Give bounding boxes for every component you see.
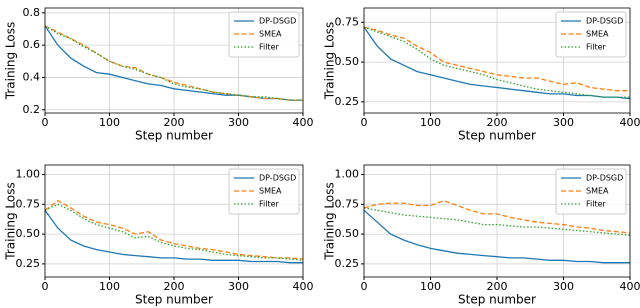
x-tick-label: 400 [293, 280, 314, 293]
legend-label: DP-DSGD [259, 17, 296, 26]
x-tick-label: 400 [620, 280, 640, 293]
x-tick-label: 0 [42, 116, 49, 129]
plot-frame [44, 7, 304, 114]
series-line [44, 25, 303, 101]
x-axis-label: Step number [135, 293, 213, 307]
x-tick-label: 300 [553, 280, 574, 293]
series-line [363, 209, 630, 264]
x-tick-label: 400 [293, 116, 314, 129]
y-axis-label: Training Loss [4, 22, 18, 100]
legend-label: SMEA [259, 30, 282, 39]
x-tick-label: 300 [553, 116, 574, 129]
legend-box [228, 11, 300, 58]
x-tick-label: 200 [164, 280, 185, 293]
legend-box [555, 11, 627, 58]
legend-box [228, 168, 300, 215]
y-tick-label: 0.25 [16, 257, 41, 270]
y-axis-label: Training Loss [323, 22, 337, 100]
legend-label: DP-DSGD [586, 174, 623, 183]
y-axis-label: Training Loss [4, 182, 18, 260]
legend-label: DP-DSGD [259, 174, 296, 183]
y-tick-label: 0.50 [16, 227, 41, 240]
legend-label: Filter [259, 43, 280, 52]
y-tick-label: 0.25 [335, 95, 360, 108]
y-tick-label: 0.4 [23, 70, 41, 83]
x-tick-label: 200 [487, 280, 508, 293]
y-tick-label: 1.00 [335, 168, 360, 181]
x-tick-label: 0 [361, 280, 368, 293]
legend-label: SMEA [259, 187, 282, 196]
x-tick-label: 100 [420, 280, 441, 293]
x-tick-label: 300 [228, 280, 249, 293]
series-line [44, 25, 303, 101]
legend-label: Filter [259, 200, 280, 209]
x-axis-label: Step number [458, 129, 536, 143]
series-line [363, 200, 631, 234]
x-axis-label: Step number [458, 293, 536, 307]
y-tick-label: 0.50 [335, 227, 360, 240]
series-line [363, 26, 631, 100]
plot-frame [363, 7, 631, 114]
x-tick-label: 100 [420, 116, 441, 129]
x-tick-label: 0 [42, 280, 49, 293]
panel: 0.25 0.50 0.75 0 100 200 300 400 Step number Trai… [323, 7, 640, 143]
x-tick-label: 200 [164, 116, 185, 129]
series-line [363, 207, 631, 236]
legend-label: DP-DSGD [586, 17, 623, 26]
panel: 0.25 0.50 0.75 1.00 0 100 200 300 400 Step number… [4, 164, 314, 307]
y-tick-label: 0.75 [335, 15, 360, 28]
legend-label: Filter [586, 200, 607, 209]
y-tick-label: 0.75 [335, 197, 360, 210]
x-tick-label: 100 [99, 280, 120, 293]
y-tick-label: 0.6 [23, 38, 41, 51]
y-tick-label: 0.25 [335, 257, 360, 270]
y-tick-label: 0.75 [16, 197, 41, 210]
y-tick-label: 0.2 [23, 103, 41, 116]
series-line [363, 26, 630, 92]
panel: 0.2 0.4 0.6 0.8 0 100 200 300 400 Step number Trai… [4, 6, 314, 143]
panel: 0.25 0.50 0.75 1.00 0 100 200 300 400 Step number… [323, 164, 640, 307]
y-tick-label: 0.50 [335, 55, 360, 68]
x-tick-label: 400 [620, 116, 640, 129]
legend-label: SMEA [586, 187, 609, 196]
legend-label: Filter [586, 43, 607, 52]
x-tick-label: 300 [228, 116, 249, 129]
x-tick-label: 100 [99, 116, 120, 129]
series-line [44, 209, 303, 264]
plot-frame [44, 164, 304, 278]
plot-frame [363, 164, 631, 278]
y-tick-label: 1.00 [16, 168, 41, 181]
legend-label: SMEA [586, 30, 609, 39]
x-axis-label: Step number [135, 129, 213, 143]
y-axis-label: Training Loss [323, 182, 337, 260]
series-line [363, 26, 630, 98]
legend-box [555, 168, 627, 215]
series-line [44, 199, 304, 260]
x-tick-label: 200 [487, 116, 508, 129]
y-tick-label: 0.8 [23, 6, 41, 19]
x-tick-label: 0 [361, 116, 368, 129]
